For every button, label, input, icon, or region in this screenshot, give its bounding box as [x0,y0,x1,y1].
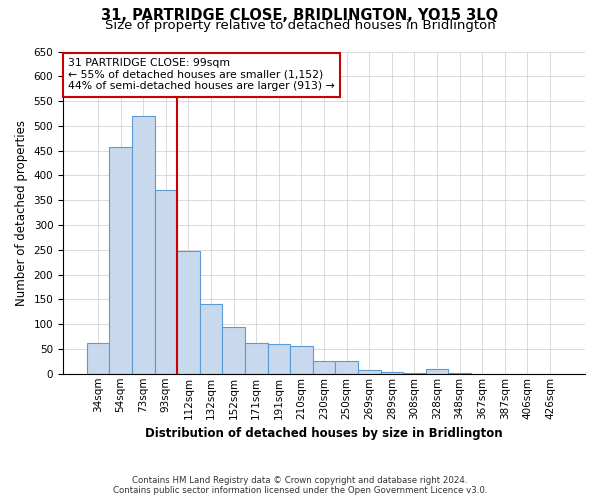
Bar [425,370,448,374]
Bar [223,326,245,374]
Bar [335,362,358,374]
Text: 31 PARTRIDGE CLOSE: 99sqm
← 55% of detached houses are smaller (1,152)
44% of se: 31 PARTRIDGE CLOSE: 99sqm ← 55% of detac… [68,58,335,91]
Bar [177,251,200,374]
Text: Size of property relative to detached houses in Bridlington: Size of property relative to detached ho… [104,18,496,32]
Bar [200,304,223,374]
Bar [132,116,155,374]
Text: 31, PARTRIDGE CLOSE, BRIDLINGTON, YO15 3LQ: 31, PARTRIDGE CLOSE, BRIDLINGTON, YO15 3… [101,8,499,22]
Bar [109,146,132,374]
Bar [245,343,268,374]
Bar [380,372,403,374]
Bar [290,346,313,374]
Bar [155,190,177,374]
Bar [268,344,290,374]
Text: Contains HM Land Registry data © Crown copyright and database right 2024.
Contai: Contains HM Land Registry data © Crown c… [113,476,487,495]
Y-axis label: Number of detached properties: Number of detached properties [15,120,28,306]
Bar [358,370,380,374]
X-axis label: Distribution of detached houses by size in Bridlington: Distribution of detached houses by size … [145,427,503,440]
Bar [313,362,335,374]
Bar [87,343,109,374]
